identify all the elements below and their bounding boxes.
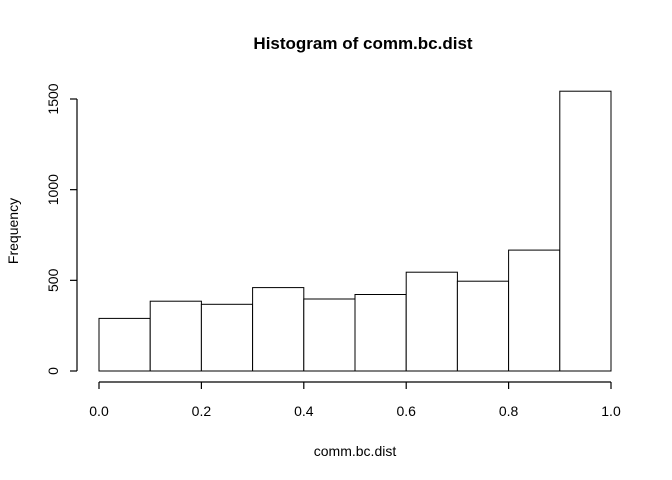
histogram-bar-5 [303, 298, 356, 372]
x-tick-label: 0.2 [192, 403, 212, 419]
bars-layer [98, 90, 612, 372]
x-axis-label: comm.bc.dist [314, 443, 397, 459]
histogram-bar-9 [508, 249, 561, 372]
x-tick-label: 0.6 [396, 403, 416, 419]
histogram-bar-10 [559, 90, 612, 372]
x-axis: 0.0 0.2 0.4 0.6 0.8 1.0 [89, 381, 621, 419]
x-tick-label: 0.8 [499, 403, 519, 419]
histogram-bar-6 [354, 294, 407, 372]
y-tick-label: 500 [45, 268, 61, 292]
histogram-bar-8 [456, 280, 510, 372]
histogram-bar-7 [405, 271, 458, 372]
y-axis-label: Frequency [5, 198, 21, 264]
histogram-bar-2 [149, 300, 202, 372]
histogram-bar-3 [200, 303, 254, 372]
histogram-bar-4 [252, 287, 305, 372]
x-tick-label: 1.0 [601, 403, 621, 419]
x-tick-label: 0.4 [294, 403, 314, 419]
chart-title: Histogram of comm.bc.dist [253, 34, 472, 53]
y-tick-label: 0 [45, 367, 61, 375]
x-tick-label: 0.0 [89, 403, 109, 419]
y-tick-label: 1000 [45, 174, 61, 205]
histogram-bar-1 [98, 317, 151, 372]
y-tick-label: 1500 [45, 83, 61, 114]
y-axis: 0 500 1000 1500 [45, 83, 78, 375]
